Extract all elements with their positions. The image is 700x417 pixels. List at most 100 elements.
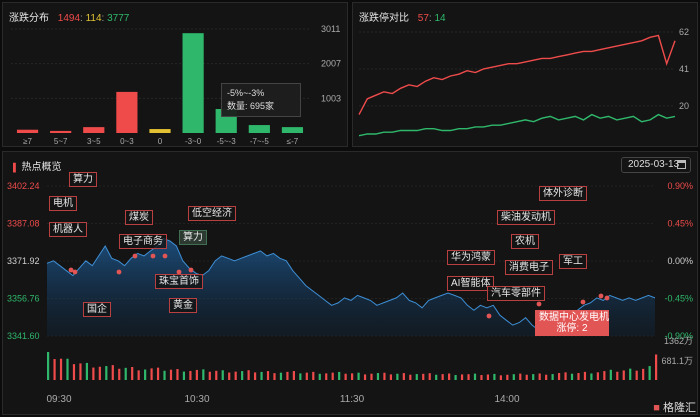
- volume-bar-71: [506, 374, 509, 380]
- limit-ratio-chart[interactable]: 20 41 62: [353, 3, 697, 146]
- tag-meitan[interactable]: 煤炭: [125, 210, 153, 225]
- volume-bar-48: [357, 372, 360, 380]
- tag-qiche[interactable]: 汽车零部件: [487, 286, 545, 301]
- distribution-chart[interactable]: 1003 2007 3011 ≥7 5~7 3~5 0~3 0 -3~0 -5~-3 -7~-5 ≤-…: [3, 3, 347, 146]
- logo-icon: ■: [653, 402, 660, 414]
- event-dot-12: [604, 295, 610, 301]
- volume-bar-36: [279, 372, 283, 380]
- tag-diqiong[interactable]: 低空经济: [188, 206, 236, 221]
- volume-bar-78: [551, 374, 554, 380]
- volume-bar-10: [111, 365, 114, 380]
- event-dot-5: [162, 253, 168, 259]
- limit-ratio-panel: 涨跌停对比 57: 14 20 41 62: [352, 2, 698, 147]
- volume-bar-44: [331, 372, 334, 380]
- date-picker[interactable]: 2025-03-13: [621, 157, 691, 173]
- volume-bar-43: [325, 373, 328, 380]
- volume-bar-94: [655, 354, 658, 380]
- tag-ai[interactable]: AI智能体: [447, 276, 495, 291]
- volume-bar-77: [545, 374, 548, 380]
- volume-bar-56: [409, 374, 412, 380]
- volume-bar-14: [137, 370, 140, 380]
- event-dot-11: [598, 293, 604, 299]
- tag-jungong[interactable]: 军工: [559, 254, 587, 269]
- x-tick-label: 3~5: [87, 137, 101, 146]
- tag-suanli-2[interactable]: 算力: [179, 230, 207, 245]
- volume-bar-91: [635, 370, 638, 380]
- tag-nongji[interactable]: 农机: [511, 234, 539, 249]
- tooltip-label: 数量:: [227, 101, 248, 111]
- price-area: [47, 238, 655, 336]
- x-tick-label: -3~0: [185, 137, 202, 146]
- distribution-title-row: 涨跌分布 1494: 114: 3777: [9, 13, 130, 24]
- distribution-panel: 涨跌分布 1494: 114: 3777 1003 2007 3011 ≥7 5~7 3~…: [2, 2, 348, 147]
- tag-chaiyou[interactable]: 柴油发动机: [497, 210, 555, 225]
- volume-bar-1: [53, 359, 56, 380]
- tag-dianzi[interactable]: 电子商务: [119, 234, 167, 249]
- volume-bar-9: [105, 366, 108, 380]
- volume-bar-8: [98, 366, 101, 380]
- y-tick-label: 20: [679, 101, 689, 111]
- x-tick-label: 09:30: [46, 394, 71, 405]
- right-tick-label: 0.45%: [667, 219, 693, 229]
- limit-down-count: 14: [434, 13, 446, 24]
- x-tick-label: 10:30: [184, 394, 209, 405]
- volume-bar-42: [318, 373, 321, 380]
- volume-bar-4: [72, 364, 76, 380]
- volume-bar-72: [512, 374, 515, 380]
- volume-bar-29: [234, 371, 237, 380]
- tag-suanli-1[interactable]: 算力: [69, 172, 97, 187]
- event-dot-3: [132, 253, 138, 259]
- intraday-chart[interactable]: 3341.60 -0.90% 3356.76 -0.45% 3371.92 0.00% 33…: [3, 152, 697, 414]
- vol-tick-label: 1362万: [664, 336, 693, 346]
- x-tick-label: 14:00: [494, 394, 519, 405]
- event-dot-7: [188, 267, 194, 273]
- limit-title-row: 涨跌停对比 57: 14: [359, 13, 446, 24]
- tag-huangjin[interactable]: 黄金: [169, 298, 197, 313]
- volume-bar-92: [642, 368, 645, 380]
- bar-3: [116, 91, 138, 133]
- tag-huawei[interactable]: 华为鸿蒙: [447, 250, 495, 265]
- volume-bar-16: [150, 368, 153, 380]
- distribution-title: 涨跌分布: [9, 13, 49, 24]
- volume-bar-83: [583, 371, 587, 380]
- tag-zhubao[interactable]: 珠宝首饰: [155, 274, 203, 289]
- volume-bar-79: [557, 373, 561, 380]
- x-tick-label: ≥7: [23, 137, 32, 146]
- volume-bar-15: [144, 369, 147, 380]
- tag-tiwai[interactable]: 体外诊断: [539, 186, 587, 201]
- volume-bar-24: [202, 369, 205, 380]
- right-tick-label: 0.90%: [667, 181, 693, 191]
- tag-jiqiren[interactable]: 机器人: [49, 222, 87, 237]
- bar-7: [248, 125, 270, 133]
- limit-title: 涨跌停对比: [359, 13, 409, 24]
- y-tick-label: 62: [679, 27, 689, 37]
- volume-bar-55: [402, 373, 405, 380]
- right-tick-label: -0.45%: [664, 294, 693, 304]
- volume-bar-75: [532, 374, 535, 380]
- volume-bar-62: [448, 373, 451, 380]
- calendar-icon[interactable]: [677, 160, 686, 169]
- hot-overview-panel: ▌ 热点概览 2025-03-13 3341.60 -0.90% 3356.76 -0…: [2, 151, 698, 415]
- volume-bar-58: [422, 373, 425, 380]
- volume-bar-52: [383, 372, 386, 380]
- volume-bar-38: [292, 371, 295, 380]
- tag-xiaofei[interactable]: 消费电子: [505, 260, 553, 275]
- event-dot-0: [68, 267, 74, 273]
- volume-bar-68: [486, 374, 490, 380]
- y-tick-label: 2007: [321, 59, 341, 69]
- tag-guoqi[interactable]: 国企: [83, 302, 111, 317]
- volume-bar-90: [629, 368, 632, 380]
- tag-highlight[interactable]: 数据中心发电机 涨停: 2: [535, 310, 609, 336]
- volume-bar-88: [616, 371, 619, 380]
- volume-bar-45: [338, 371, 341, 380]
- date-value: 2025-03-13: [628, 159, 680, 170]
- volume-bar-89: [622, 370, 625, 380]
- volume-bar-53: [389, 374, 393, 380]
- bar-8: [281, 127, 304, 133]
- volume-bar-17: [156, 367, 160, 380]
- hot-title: 热点概览: [21, 162, 62, 173]
- x-tick-label: -5~-3: [217, 137, 236, 146]
- bar-0: [16, 129, 39, 133]
- tag-dianji[interactable]: 电机: [49, 196, 77, 211]
- tooltip-range: -5%~-3%: [227, 88, 265, 98]
